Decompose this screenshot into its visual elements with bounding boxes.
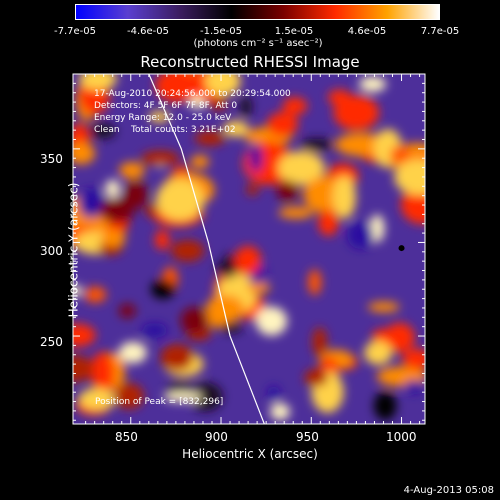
footer-date: 4-Aug-2013 05:08 (403, 485, 494, 496)
colorbar-units: (photons cm⁻² s⁻¹ asec⁻²) (193, 38, 323, 49)
colorbar-tick: 1.5e-05 (274, 26, 314, 37)
annotation-peak: Position of Peak = [832,296] (95, 397, 224, 407)
annotation-energy: Energy Range: 12.0 - 25.0 keV (94, 113, 232, 123)
y-tick-label: 350 (40, 152, 63, 166)
plot-frame (72, 73, 426, 425)
x-tick-label: 950 (296, 430, 319, 444)
colorbar-tick: 4.6e-05 (347, 26, 387, 37)
x-tick-label: 900 (205, 430, 228, 444)
y-axis-label: Heliocentric Y (arcsec) (66, 182, 81, 318)
colorbar-tick: 7.7e-05 (420, 26, 460, 37)
colorbar (75, 4, 440, 20)
colorbar-tick: -4.6e-05 (127, 26, 169, 37)
annotation-clean: Clean Total counts: 3.21E+02 (94, 125, 236, 135)
chart-title: Reconstructed RHESSI Image (140, 53, 360, 71)
y-tick-label: 250 (40, 335, 63, 349)
x-tick-label: 1000 (386, 430, 417, 444)
peak-marker (398, 245, 405, 252)
annotation-detectors: Detectors: 4F 5F 6F 7F 8F, Att 0 (94, 101, 238, 111)
x-axis-label: Heliocentric X (arcsec) (182, 447, 318, 461)
solar-limb-curve (148, 74, 265, 424)
heatmap-image (73, 74, 425, 424)
y-tick-label: 300 (40, 244, 63, 258)
x-tick-label: 850 (115, 430, 138, 444)
annotation-time: 17-Aug-2010 20:24:56.000 to 20:29:54.000 (94, 89, 291, 99)
colorbar-tick: -7.7e-05 (54, 26, 96, 37)
colorbar-tick: -1.5e-05 (200, 26, 242, 37)
